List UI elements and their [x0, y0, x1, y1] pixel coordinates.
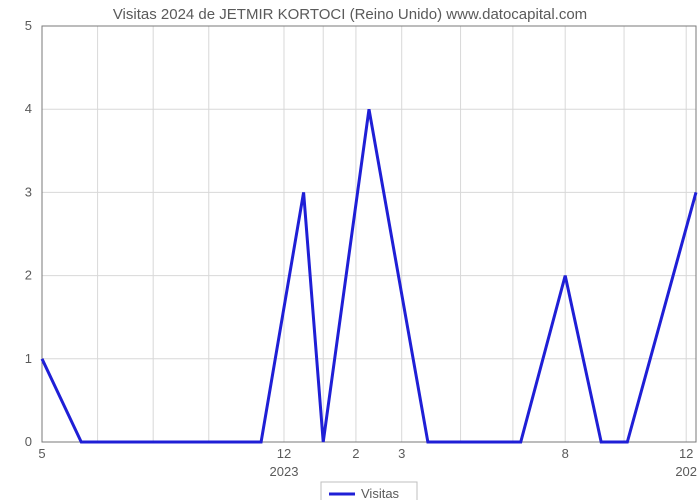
y-tick-label: 4 — [25, 101, 32, 116]
x-secondary-label: 2023 — [270, 464, 299, 479]
y-tick-label: 3 — [25, 184, 32, 199]
legend-label: Visitas — [361, 486, 400, 500]
x-tick-label: 5 — [38, 446, 45, 461]
y-tick-label: 1 — [25, 351, 32, 366]
x-tick-label: 2 — [352, 446, 359, 461]
x-tick-label: 12 — [679, 446, 693, 461]
x-secondary-label: 202 — [675, 464, 697, 479]
chart-svg: 012345512238122023202Visitas — [0, 0, 700, 500]
x-tick-label: 3 — [398, 446, 405, 461]
x-tick-label: 12 — [277, 446, 291, 461]
y-tick-label: 5 — [25, 18, 32, 33]
x-tick-label: 8 — [562, 446, 569, 461]
y-tick-label: 2 — [25, 268, 32, 283]
plot-frame — [42, 26, 696, 442]
y-tick-label: 0 — [25, 434, 32, 449]
